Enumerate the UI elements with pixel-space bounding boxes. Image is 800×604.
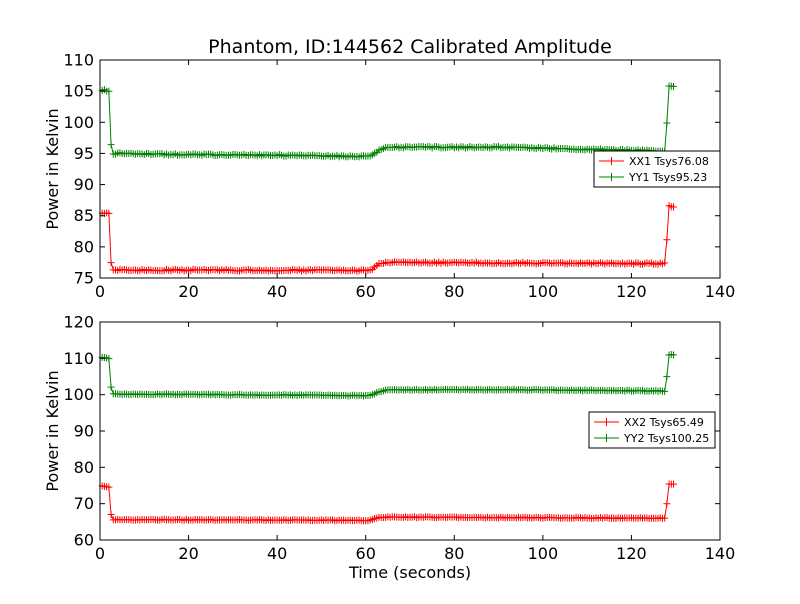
series-2-1	[98, 480, 677, 525]
x-tick-label: 140	[705, 282, 736, 301]
legend-entry: XX2 Tsys65.49	[594, 416, 704, 429]
x-tick-label: 40	[267, 544, 287, 563]
x-tick-label: 20	[178, 544, 198, 563]
legend-label: XX2 Tsys65.49	[624, 416, 704, 429]
x-tick-label: 140	[705, 544, 736, 563]
subplot-1: 0 20 40 60 80 100 120 140 75 80 85 90 95 100 105 110 Pow…	[43, 51, 735, 302]
y-tick-label: 75	[74, 269, 94, 288]
legend-entry: YY2 Tsys100.25	[594, 432, 709, 445]
x-tick-label: 100	[528, 282, 559, 301]
series-markers	[98, 480, 677, 525]
series-markers	[98, 82, 677, 161]
y-tick-label: 100	[63, 113, 94, 132]
subplot-2: 0 20 40 60 80 100 120 140 60 70 80 90 100 110 120 Power…	[43, 313, 735, 564]
x-tick-label: 40	[267, 282, 287, 301]
x-tick-label: 20	[178, 282, 198, 301]
legend-marker	[607, 173, 616, 181]
y-tick-label: 110	[63, 349, 94, 368]
x-tick-label: 100	[528, 544, 559, 563]
y-tick-label: 105	[63, 82, 94, 101]
series-markers	[98, 202, 677, 275]
legend-marker	[602, 434, 611, 442]
series-2-2	[98, 350, 677, 400]
series-1-1	[98, 202, 677, 275]
legend-label: YY2 Tsys100.25	[623, 432, 709, 445]
y-axis-label: Power in Kelvin	[43, 108, 62, 229]
x-tick-label: 80	[444, 544, 464, 563]
x-axis-label: Time (seconds)	[348, 563, 471, 582]
legend-marker	[602, 418, 611, 426]
y-tick-label: 90	[74, 175, 94, 194]
figure-title: Phantom, ID:144562 Calibrated Amplitude	[208, 36, 612, 58]
y-tick-label: 70	[74, 494, 94, 513]
y-tick-label: 110	[63, 51, 94, 70]
y-tick-label: 60	[74, 531, 94, 550]
legend-entry: XX1 Tsys76.08	[599, 155, 709, 168]
y-tick-label: 90	[74, 422, 94, 441]
series-1-2	[98, 82, 677, 161]
legend-box	[593, 150, 721, 188]
legend: XX1 Tsys76.08 YY1 Tsys95.23	[593, 150, 721, 188]
y-tick-label: 85	[74, 206, 94, 225]
y-axis-label: Power in Kelvin	[43, 370, 62, 491]
subplots: 0 20 40 60 80 100 120 1407580859095100105110Pow…	[43, 51, 735, 564]
legend-label: XX1 Tsys76.08	[629, 155, 709, 168]
y-tick-label: 100	[63, 385, 94, 404]
legend-marker	[607, 157, 616, 165]
legend: XX2 Tsys65.49 YY2 Tsys100.25	[588, 411, 716, 449]
legend-label: YY1 Tsys95.23	[628, 171, 707, 184]
legend-box	[588, 411, 716, 449]
x-tick-label: 80	[444, 282, 464, 301]
x-tick-label: 0	[95, 544, 105, 563]
y-tick-label: 95	[74, 144, 94, 163]
y-tick-label: 120	[63, 313, 94, 332]
y-tick-label: 80	[74, 458, 94, 477]
x-tick-label: 120	[616, 282, 647, 301]
legend-entry: YY1 Tsys95.23	[599, 171, 707, 184]
y-tick-label: 80	[74, 237, 94, 256]
x-tick-label: 120	[616, 544, 647, 563]
x-tick-label: 60	[356, 282, 376, 301]
x-tick-label: 0	[95, 282, 105, 301]
x-tick-label: 60	[356, 544, 376, 563]
series-markers	[98, 350, 677, 400]
